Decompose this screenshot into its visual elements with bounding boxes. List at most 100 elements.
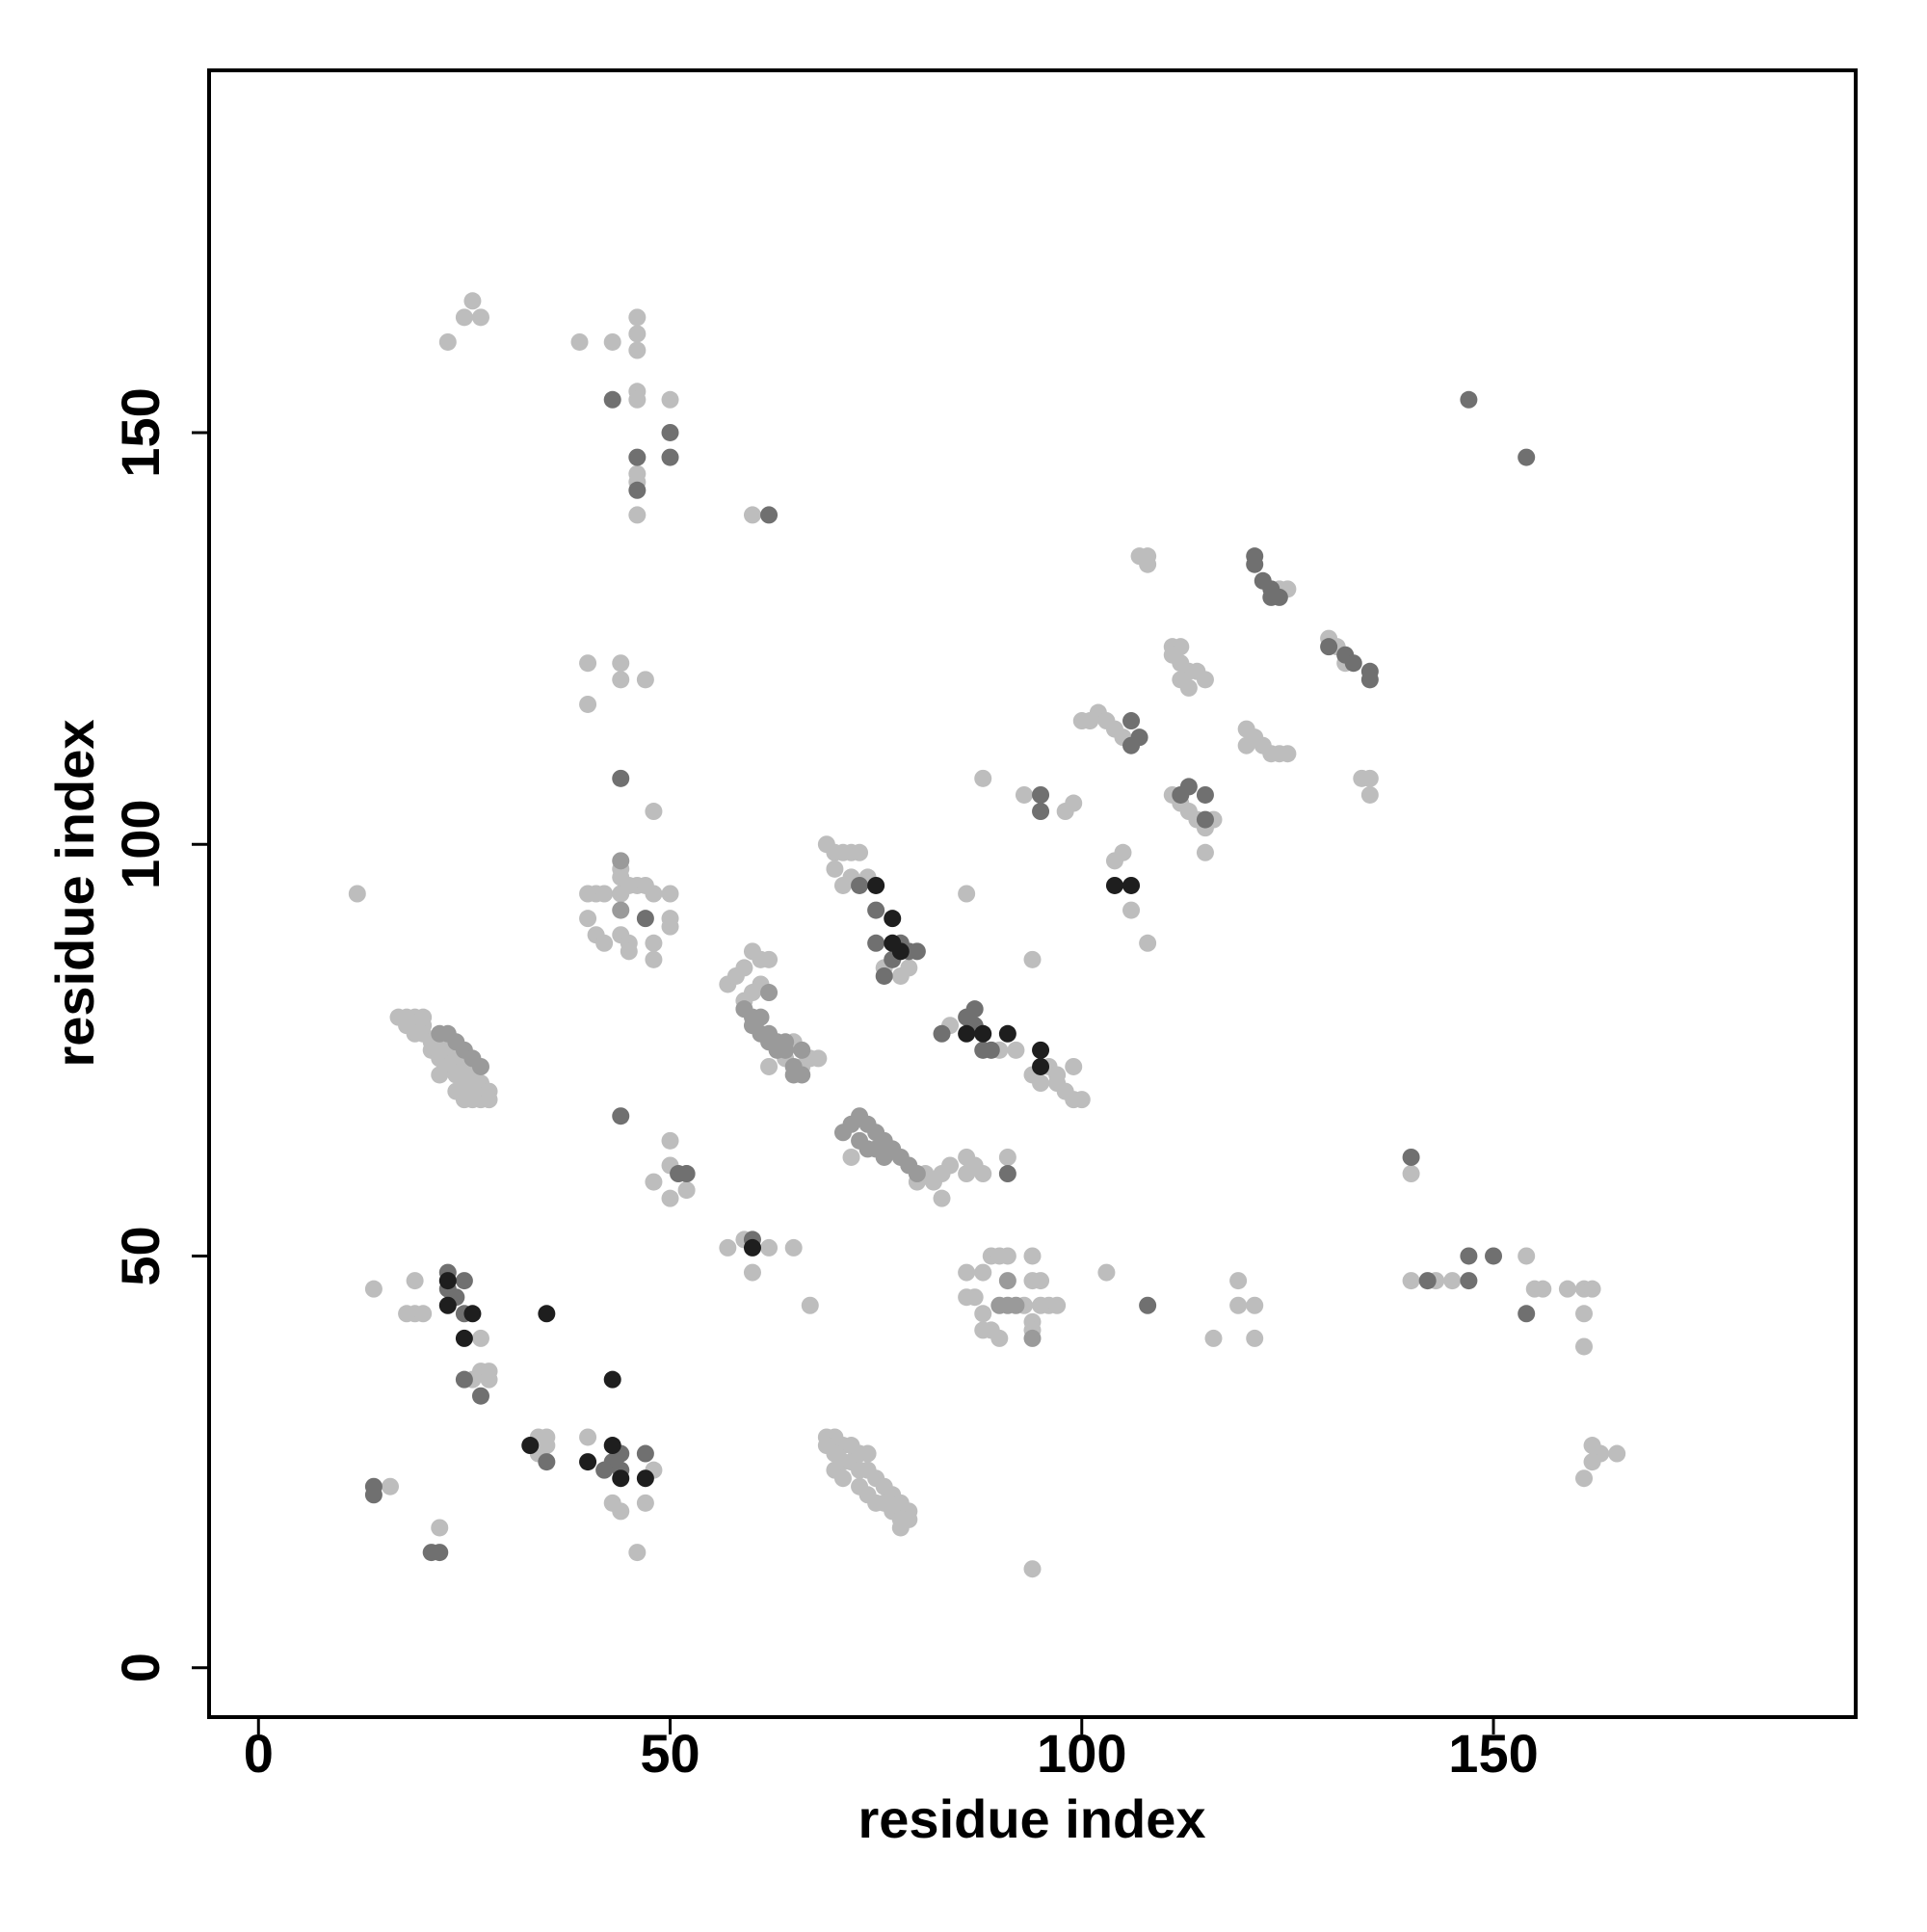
point [661, 885, 679, 903]
point [1048, 1074, 1067, 1093]
point [908, 942, 926, 961]
point [958, 885, 976, 903]
point [875, 966, 893, 985]
point [982, 1041, 1000, 1059]
point [1032, 1074, 1050, 1093]
point [1344, 654, 1362, 673]
point [1097, 1263, 1116, 1282]
point [1179, 678, 1198, 697]
point [636, 1444, 654, 1463]
point [471, 308, 489, 327]
point [398, 1305, 416, 1323]
point [381, 1477, 399, 1495]
point [1246, 555, 1264, 573]
point [1023, 1329, 1042, 1347]
point [1246, 1329, 1264, 1347]
point [760, 1057, 779, 1075]
point [661, 917, 679, 936]
point [438, 1272, 457, 1290]
point [603, 1437, 621, 1455]
point [998, 1272, 1016, 1290]
point [809, 1049, 828, 1068]
point [645, 1173, 663, 1191]
point [743, 1263, 761, 1282]
point [636, 910, 654, 928]
point [1196, 843, 1214, 861]
point [636, 1494, 654, 1512]
x-tick-label: 100 [1037, 1723, 1126, 1784]
point [760, 950, 779, 968]
point [933, 1024, 951, 1043]
point [1081, 712, 1099, 730]
point [760, 1238, 779, 1257]
point [677, 1181, 696, 1200]
point [570, 332, 589, 351]
point [1402, 1148, 1420, 1166]
point [414, 1305, 433, 1323]
point [998, 1247, 1016, 1265]
point [1575, 1305, 1594, 1323]
point [595, 934, 614, 952]
point [1460, 1272, 1478, 1290]
point [1032, 1272, 1050, 1290]
point [1518, 1305, 1536, 1323]
point [1139, 934, 1157, 952]
point [538, 1305, 556, 1323]
point [1196, 810, 1214, 829]
point [1360, 785, 1379, 804]
point [933, 1189, 951, 1207]
y-tick-label: 150 [110, 387, 171, 477]
point [974, 1263, 992, 1282]
point [842, 1148, 860, 1166]
point [620, 942, 638, 961]
point [1122, 736, 1141, 754]
y-tick-label: 100 [110, 800, 171, 889]
point [1418, 1272, 1437, 1290]
point [851, 843, 869, 861]
point [628, 308, 647, 327]
point [612, 901, 630, 919]
point [595, 1461, 614, 1479]
point [661, 390, 679, 409]
point [1007, 1041, 1025, 1059]
point [851, 876, 869, 894]
point [595, 885, 614, 903]
point [364, 1280, 383, 1298]
point [858, 1444, 877, 1463]
point [1204, 1329, 1223, 1347]
point [1246, 1296, 1264, 1314]
point [884, 910, 902, 928]
point [1122, 901, 1141, 919]
point [1575, 1337, 1594, 1356]
point [958, 1263, 976, 1282]
point [1032, 1057, 1050, 1075]
point [735, 959, 753, 977]
point [628, 481, 647, 499]
point [867, 934, 885, 952]
point [463, 292, 482, 310]
point [455, 1329, 473, 1347]
point [1279, 745, 1297, 763]
point [1608, 1444, 1626, 1463]
point [603, 1494, 621, 1512]
point [1114, 843, 1132, 861]
point [628, 390, 647, 409]
point [579, 1453, 597, 1471]
point [636, 1469, 654, 1488]
point [900, 959, 918, 977]
point [1023, 1560, 1042, 1578]
point [990, 1329, 1009, 1347]
point [579, 654, 597, 673]
point [867, 901, 885, 919]
y-axis-label: residue index [44, 719, 105, 1067]
point [719, 1238, 737, 1257]
point [760, 984, 779, 1002]
point [891, 942, 910, 961]
point [603, 1370, 621, 1389]
point [431, 1544, 449, 1562]
point [1139, 1296, 1157, 1314]
point [471, 1329, 489, 1347]
point [833, 1469, 852, 1488]
point [1023, 950, 1042, 968]
point [1196, 785, 1214, 804]
